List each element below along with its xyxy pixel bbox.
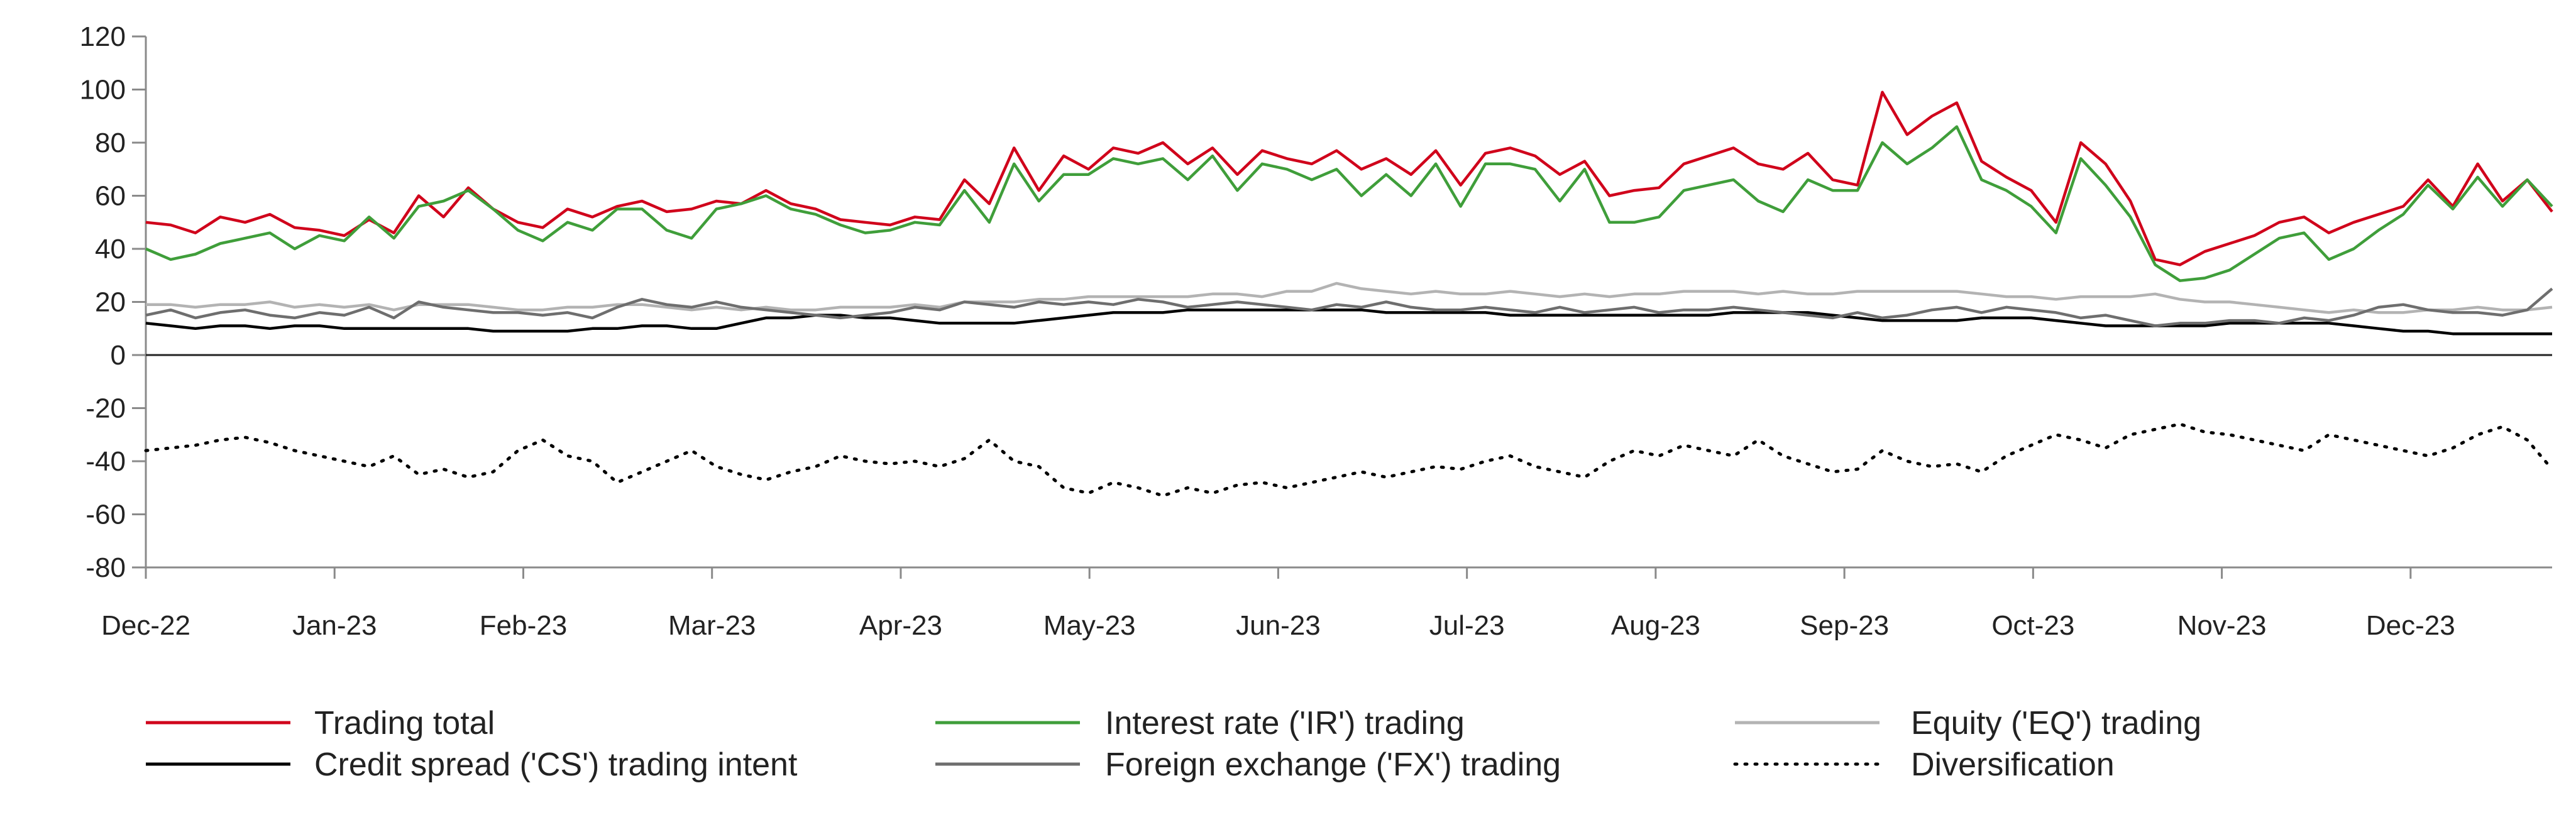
x-tick-label: Aug-23 [1611,610,1700,641]
x-tick-label: Dec-22 [101,610,190,641]
x-tick-label: Apr-23 [859,610,942,641]
y-tick-label: 60 [95,181,126,212]
x-axis: Dec-22 Jan-23 Feb-23 Mar-23 Apr-23 May-23 Jun-… [101,354,2552,641]
y-tick-label: 20 [95,287,126,318]
series-line-0 [145,90,2553,266]
x-tick-label: Sep-23 [1800,610,1889,641]
y-tick-label: 40 [95,234,126,265]
x-tick-label: May-23 [1043,610,1136,641]
series-line-5 [144,422,2554,498]
x-tick-label: Jul-23 [1429,610,1505,641]
y-tick-label: 120 [80,21,126,52]
series-line-1 [145,125,2553,282]
series-layer [144,90,2554,498]
legend-label-5: Diversification [1911,747,2115,783]
x-tick-label: Feb-23 [480,610,567,641]
legend-label-2: Equity ('EQ') trading [1911,705,2201,741]
y-axis: 120 100 80 60 40 20 0 -20 -40 -60 -80 [80,21,147,583]
y-tick-label: -60 [85,500,126,530]
legend-label-4: Foreign exchange ('FX') trading [1105,747,1561,783]
y-tick-label: -40 [85,446,126,477]
y-tick-label: -20 [85,393,126,424]
series-line-4 [145,287,2553,327]
legend: Trading total Interest rate ('IR') tradin… [146,705,2201,783]
x-tick-label: Nov-23 [2177,610,2267,641]
x-tick-label: Jan-23 [292,610,377,641]
legend-label-0: Trading total [314,705,495,741]
x-tick-label: Jun-23 [1236,610,1321,641]
x-tick-label: Dec-23 [2366,610,2455,641]
y-tick-label: 0 [111,340,126,371]
x-tick-label: Mar-23 [668,610,756,641]
x-tick-label: Oct-23 [1991,610,2074,641]
series-line-2 [146,282,2553,314]
y-tick-label: 80 [95,128,126,158]
legend-label-3: Credit spread ('CS') trading intent [314,747,798,783]
y-tick-label: -80 [85,552,126,583]
legend-label-1: Interest rate ('IR') trading [1105,705,1465,741]
y-tick-label: 100 [80,75,126,106]
